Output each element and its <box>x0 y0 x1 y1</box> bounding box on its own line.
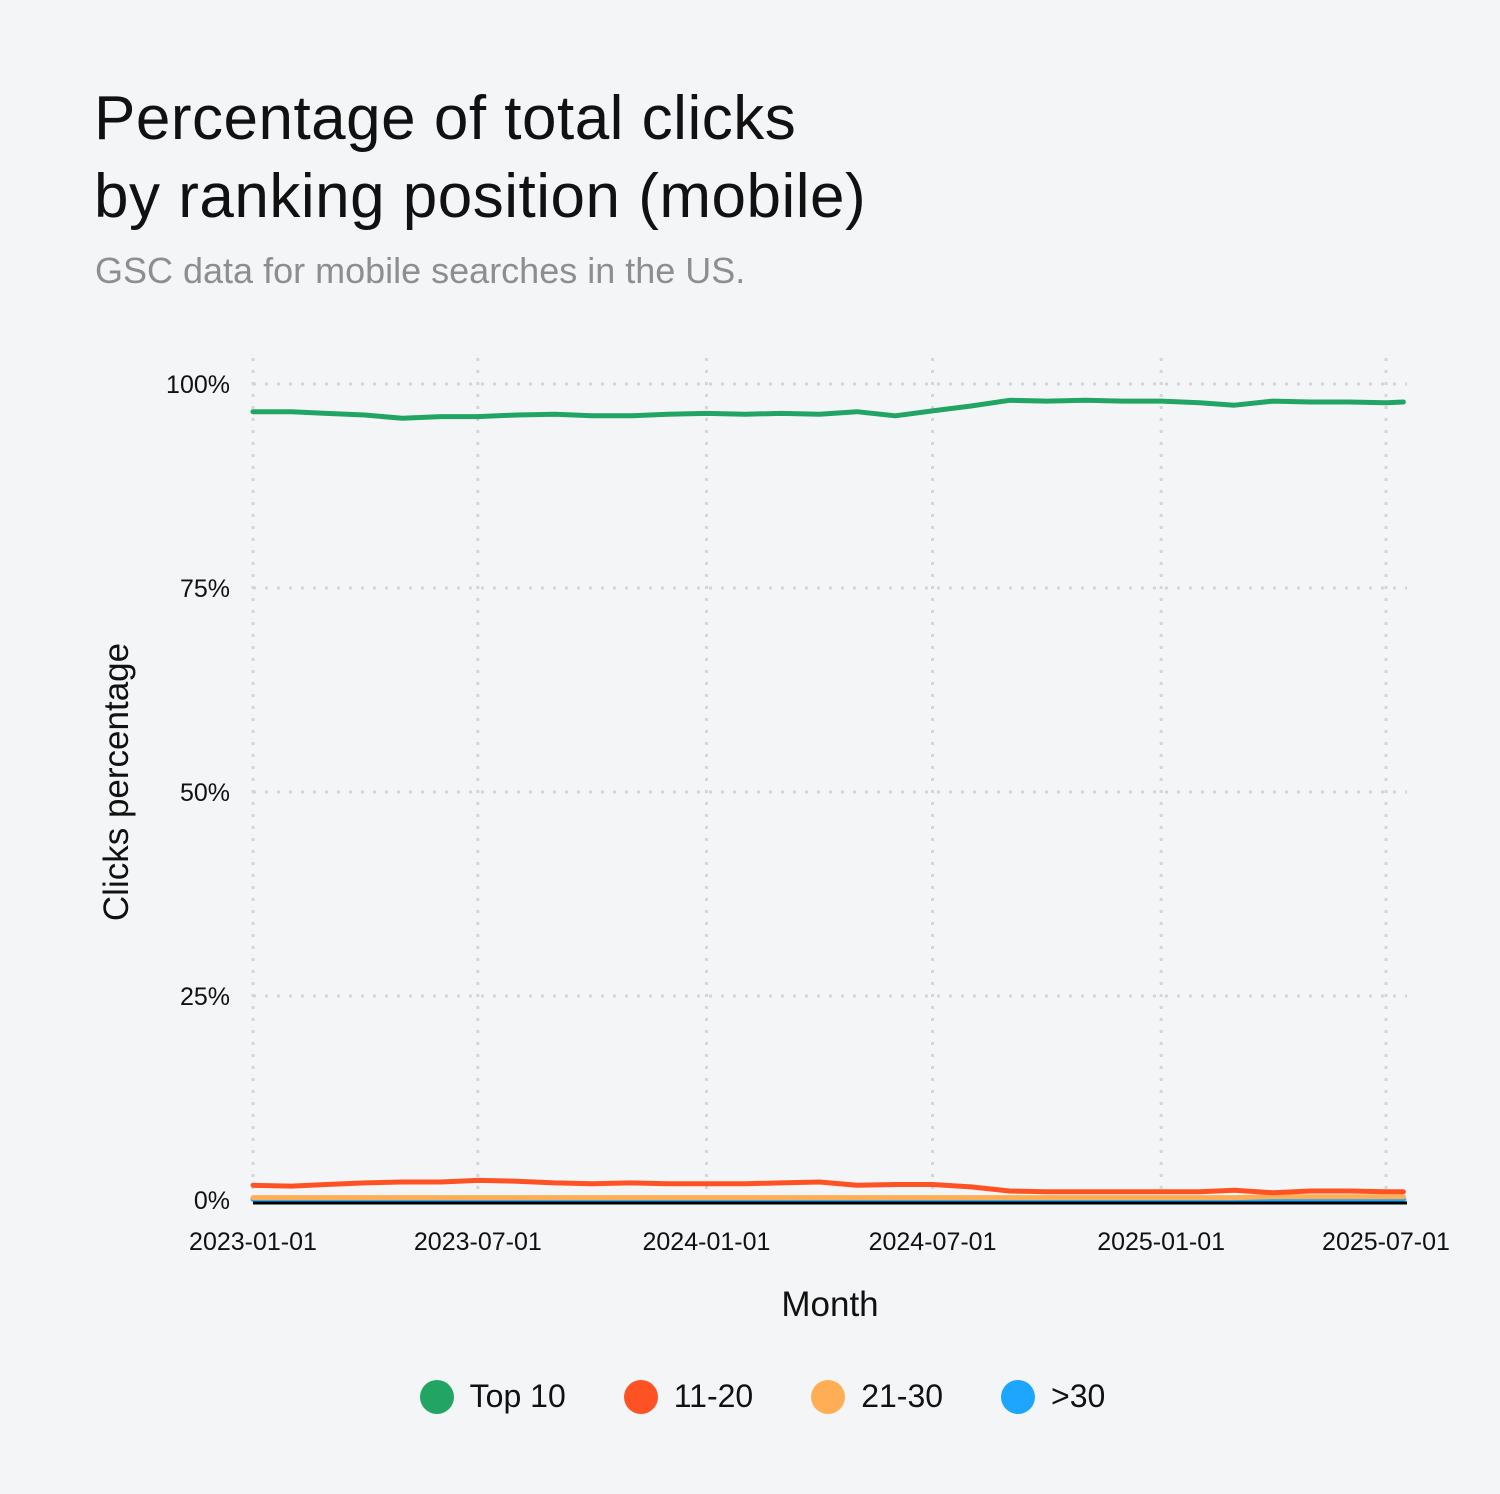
y-tick-label: 25% <box>180 983 230 1011</box>
legend-label: >30 <box>1051 1378 1106 1414</box>
series-line-2130 <box>250 1194 1406 1201</box>
y-tick-label: 75% <box>180 575 230 603</box>
gridlines <box>251 358 1407 1202</box>
x-tick-label: 2023-07-01 <box>414 1228 542 1256</box>
legend-marker-icon <box>623 1379 658 1414</box>
y-axis-ticks: 0% 25% 50% 75% 100% <box>166 371 230 1215</box>
legend: Top 10 11-20 21-30 >30 <box>0 1378 1500 1415</box>
legend-marker-icon <box>1001 1379 1036 1414</box>
legend-item[interactable]: Top 10 <box>419 1378 566 1415</box>
x-axis-ticks: 2023-01-01 2023-07-01 2024-01-01 2024-07-01… <box>189 1228 1450 1256</box>
x-tick-label: 2025-07-01 <box>1322 1228 1450 1256</box>
chart-subtitle: GSC data for mobile searches in the US. <box>95 250 746 291</box>
legend-item[interactable]: 21-30 <box>811 1378 943 1415</box>
x-tick-label: 2023-01-01 <box>189 1228 317 1256</box>
legend-item[interactable]: >30 <box>1001 1378 1105 1415</box>
chart-title: Percentage of total clicks by ranking pos… <box>94 80 866 236</box>
title-line-1: Percentage of total clicks <box>94 84 797 153</box>
legend-item[interactable]: 11-20 <box>623 1378 754 1415</box>
legend-label: 21-30 <box>861 1378 944 1414</box>
y-axis-label: Clicks percentage <box>97 643 136 921</box>
series-lines <box>250 397 1406 1202</box>
legend-marker-icon <box>811 1379 846 1414</box>
x-tick-label: 2024-01-01 <box>643 1228 771 1256</box>
series-line-top10 <box>250 397 1406 421</box>
y-tick-label: 0% <box>194 1187 230 1215</box>
series-line-1120 <box>250 1177 1406 1196</box>
title-line-2: by ranking position (mobile) <box>94 162 867 231</box>
y-tick-label: 50% <box>180 779 230 807</box>
x-axis-label: Month <box>781 1285 878 1324</box>
y-tick-label: 100% <box>166 371 230 399</box>
x-tick-label: 2024-07-01 <box>869 1228 997 1256</box>
x-tick-label: 2025-01-01 <box>1097 1228 1225 1256</box>
legend-label: 11-20 <box>673 1378 754 1414</box>
legend-marker-icon <box>419 1379 454 1414</box>
legend-label: Top 10 <box>469 1378 566 1414</box>
